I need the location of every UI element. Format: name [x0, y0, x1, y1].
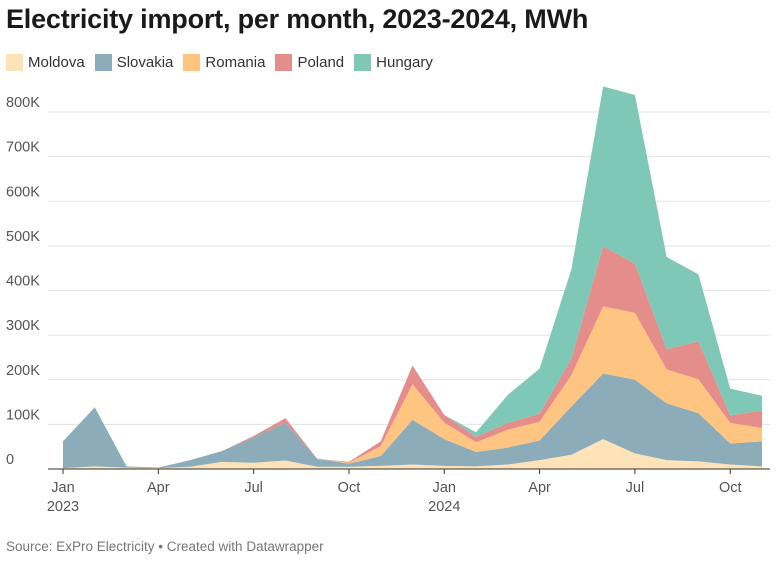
y-tick-label-200k: 200K — [6, 363, 40, 379]
x-tick-label-oct: Oct — [338, 480, 361, 496]
x-tick-label-oct: Oct — [719, 480, 742, 496]
y-tick-label-700k: 700K — [6, 140, 40, 156]
x-tick-label-jan: Jan — [51, 480, 74, 496]
legend-label-slovakia: Slovakia — [116, 53, 174, 71]
y-tick-label-300k: 300K — [6, 318, 40, 334]
x-tick-label-apr: Apr — [528, 480, 551, 496]
y-tick-label-400k: 400K — [6, 274, 40, 290]
legend-swatch-poland — [275, 53, 293, 71]
y-tick-label-600k: 600K — [6, 184, 40, 200]
footer-separator: • — [154, 539, 167, 554]
legend-swatch-romania — [183, 53, 201, 71]
legend-swatch-hungary — [354, 53, 372, 71]
legend-item-slovakia: Slovakia — [94, 53, 174, 71]
footer-source: Source: ExPro Electricity — [6, 539, 155, 554]
legend-swatch-slovakia — [94, 53, 112, 71]
x-tick-year-2023: 2023 — [47, 499, 79, 515]
legend-label-poland: Poland — [297, 53, 345, 71]
y-tick-label-800k: 800K — [6, 95, 40, 111]
footer: Source: ExPro Electricity • Created with… — [6, 539, 324, 554]
y-tick-label-0: 0 — [6, 452, 14, 468]
chart-title: Electricity import, per month, 2023-2024… — [6, 4, 589, 34]
footer-credit: Created with Datawrapper — [166, 539, 324, 554]
legend-swatch-moldova — [6, 53, 23, 71]
legend-label-hungary: Hungary — [376, 53, 433, 71]
legend-item-romania: Romania — [183, 53, 266, 71]
area-romania — [63, 306, 762, 468]
x-tick-label-apr: Apr — [147, 480, 170, 496]
x-tick-year-2024: 2024 — [428, 499, 460, 515]
x-tick-label-jan: Jan — [433, 480, 456, 496]
area-hungary — [63, 86, 762, 468]
y-tick-label-100k: 100K — [6, 407, 40, 423]
area-moldova — [63, 439, 762, 469]
area-series — [63, 86, 762, 469]
legend-item-poland: Poland — [275, 53, 345, 71]
legend-item-moldova: Moldova — [6, 53, 85, 71]
legend-label-moldova: Moldova — [28, 53, 85, 71]
legend-item-hungary: Hungary — [354, 53, 433, 71]
axes: 0 100K 200K 300K 400K 500K 600K 700K 800K Jan 2023… — [6, 95, 770, 515]
legend-label-romania: Romania — [205, 53, 266, 71]
x-tick-label-jul: Jul — [244, 480, 263, 496]
legend: Moldova Slovakia Romania Poland Hungary — [6, 51, 443, 73]
area-slovakia — [63, 373, 762, 469]
x-tick-label-jul: Jul — [626, 480, 645, 496]
y-tick-label-500k: 500K — [6, 229, 40, 245]
